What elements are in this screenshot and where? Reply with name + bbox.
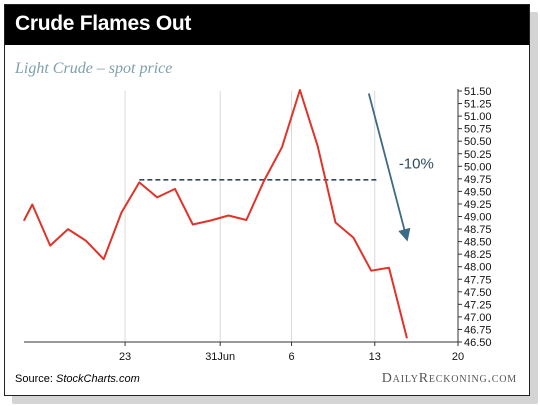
price-point	[245, 219, 247, 221]
y-tick-label: 48.00	[464, 262, 492, 274]
price-point	[31, 203, 33, 206]
y-tick-label: 47.00	[464, 312, 492, 324]
title-bar: Crude Flames Out	[5, 5, 529, 45]
x-tick-label: 13	[369, 351, 381, 363]
y-tick-label: 46.50	[464, 337, 492, 349]
y-tick-label: 48.25	[464, 249, 492, 261]
price-series-line	[23, 89, 408, 339]
decline-arrow	[367, 93, 411, 242]
price-point	[67, 228, 69, 230]
price-point	[388, 267, 390, 269]
y-tick-label: 47.75	[464, 274, 492, 286]
price-point	[120, 211, 123, 214]
x-tick-label: 20	[452, 351, 464, 363]
chart-title: Crude Flames Out	[15, 12, 192, 35]
line-chart: 51.5051.2551.0050.7550.5050.2550.0049.75…	[23, 86, 492, 363]
y-tick-label: 47.50	[464, 287, 492, 299]
y-tick-label: 50.25	[464, 149, 492, 161]
y-tick-label: 51.50	[464, 86, 492, 98]
x-tick-label: 6	[288, 351, 294, 363]
y-tick-label: 48.75	[464, 224, 492, 236]
price-point	[156, 196, 158, 199]
brand-wordmark: DailyReckoning.com	[382, 371, 517, 387]
price-point	[192, 223, 194, 226]
decline-label: -10%	[399, 156, 434, 173]
y-tick-label: 50.50	[464, 136, 492, 148]
y-tick-label: 46.75	[464, 324, 492, 336]
x-tick-label: 31Jun	[205, 351, 235, 363]
price-point	[210, 219, 212, 222]
price-point	[263, 179, 265, 181]
x-tick-label: 23	[119, 351, 131, 363]
price-point	[85, 239, 87, 242]
y-tick-label: 51.25	[464, 99, 492, 111]
price-point	[281, 146, 283, 148]
y-tick-label: 47.25	[464, 299, 492, 311]
price-point	[334, 221, 337, 224]
y-tick-label: 49.50	[464, 186, 492, 198]
chart-subtitle: Light Crude – spot price	[15, 60, 173, 77]
price-point	[49, 245, 51, 247]
price-point	[317, 145, 319, 147]
y-tick-label: 49.75	[464, 174, 492, 186]
y-tick-label: 49.25	[464, 199, 492, 211]
price-point	[227, 214, 230, 217]
y-tick-label: 51.00	[464, 111, 492, 123]
y-tick-label: 50.75	[464, 124, 492, 136]
price-point	[103, 258, 105, 260]
source-credit: Source: StockCharts.com	[15, 373, 140, 385]
chart-frame: Crude Flames Out Light Crude – spot pric…	[4, 4, 530, 396]
price-point	[23, 219, 25, 222]
price-point	[174, 188, 176, 190]
source-label: Source:	[15, 373, 53, 385]
price-point	[352, 236, 354, 239]
y-tick-label: 50.00	[464, 161, 492, 173]
brand-text: DailyReckoning.com	[381, 371, 517, 386]
source-name: StockCharts.com	[55, 373, 140, 385]
price-point	[299, 89, 301, 91]
y-tick-label: 48.50	[464, 237, 492, 249]
y-tick-label: 49.00	[464, 212, 492, 224]
price-point	[370, 270, 372, 272]
price-point	[138, 181, 140, 183]
price-point	[406, 337, 408, 339]
